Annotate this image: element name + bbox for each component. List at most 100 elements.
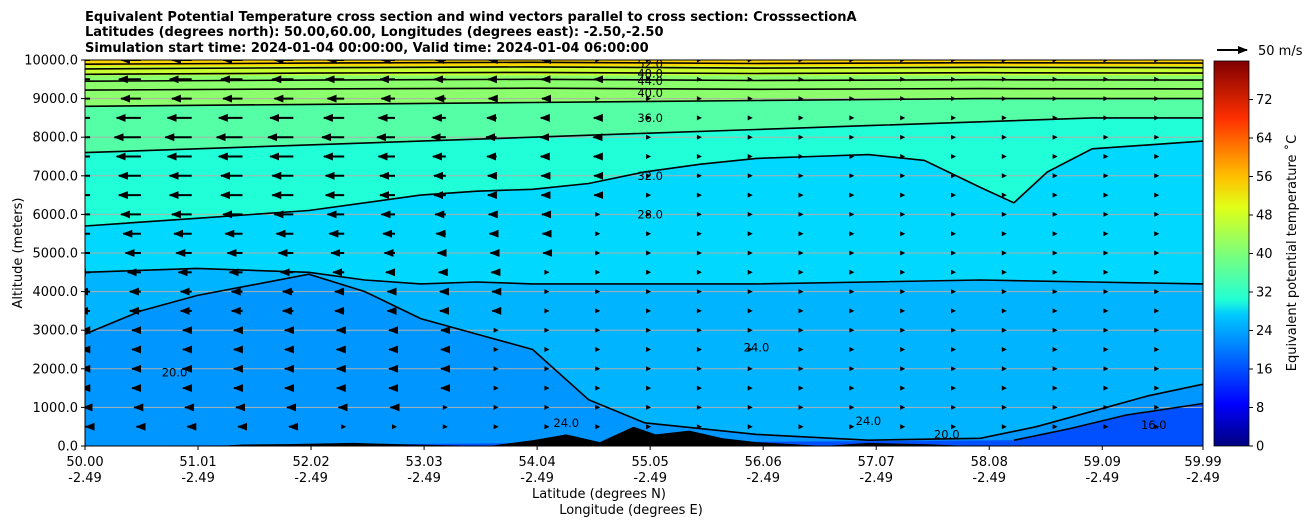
- wind-vector-414: [1001, 404, 1007, 410]
- terrain: [85, 426, 1203, 446]
- wind-vector-173: [1052, 192, 1058, 198]
- band-below-20: [85, 274, 1203, 446]
- contour-label-2: 36.0: [637, 111, 663, 125]
- wind-vector-391: [950, 385, 956, 391]
- wind-vector-12: [696, 60, 702, 63]
- wind-vector-435: [950, 424, 956, 430]
- wind-vector-251: [544, 269, 550, 275]
- wind-vector-144: [696, 173, 702, 179]
- wind-vector-122: [696, 154, 702, 159]
- wind-vector-58: [798, 96, 804, 102]
- contour-upper-4: [85, 61, 1203, 65]
- wind-vector-338: [493, 347, 499, 352]
- wind-vector-40: [1001, 76, 1007, 82]
- wind-vector-367: [849, 366, 855, 372]
- wind-vector-323: [849, 327, 855, 333]
- wind-vector-415: [1052, 404, 1058, 410]
- terrain-profile: [85, 426, 1203, 446]
- wind-vector-364: [696, 366, 702, 372]
- wind-vector-166: [696, 192, 702, 198]
- wind-vector-124: [798, 154, 804, 159]
- wind-vector-316: [493, 327, 499, 333]
- contour-24: [85, 267, 1203, 285]
- y-tick-label-7: 7000.0: [33, 169, 79, 184]
- x-tick-lat-8: 58.08: [971, 455, 1008, 470]
- x-tick-lat-9: 59.09: [1084, 455, 1121, 470]
- wind-vector-320: [696, 327, 702, 333]
- wind-vector-347: [950, 347, 956, 352]
- wind-vector-328: [1103, 327, 1109, 333]
- wind-vector-257: [849, 269, 855, 275]
- wind-vector-262: [1103, 269, 1109, 275]
- wind-vector-424: [391, 424, 397, 430]
- wind-vector-87: [1154, 115, 1160, 121]
- wind-vector-395: [1154, 385, 1160, 391]
- wind-vector-190: [798, 211, 804, 217]
- wind-vector-263: [1154, 269, 1160, 275]
- wind-vector-295: [544, 308, 550, 314]
- x-tick-lon-6: -2.49: [746, 471, 780, 486]
- wind-vector-77: [646, 115, 652, 121]
- wind-vector-82: [900, 115, 906, 121]
- wind-vector-325: [950, 327, 956, 333]
- wind-vector-230: [595, 250, 601, 256]
- wind-vector-193: [950, 211, 956, 217]
- y-tick-label-4: 4000.0: [33, 285, 79, 300]
- wind-vector-15: [849, 60, 855, 63]
- wind-vector-106: [1001, 134, 1007, 140]
- wind-vector-256: [798, 269, 804, 275]
- wind-vector-371: [1052, 366, 1058, 372]
- colorbar-tick-label-7: 56: [1256, 170, 1273, 185]
- wind-vector-129: [1052, 154, 1058, 159]
- wind-vector-151: [1052, 173, 1058, 179]
- wind-vector-128: [1001, 154, 1007, 159]
- wind-vector-384: [595, 385, 601, 391]
- wind-vector-260: [1001, 269, 1007, 275]
- wind-vector-389: [849, 385, 855, 391]
- wind-vector-169: [849, 192, 855, 198]
- wind-vector-13: [747, 60, 753, 63]
- wind-vector-373: [1154, 366, 1160, 372]
- wind-vector-100: [696, 134, 702, 140]
- wind-vector-170: [900, 192, 906, 198]
- wind-vector-234: [798, 250, 804, 256]
- wind-vector-241: [1154, 250, 1160, 256]
- wind-vector-130: [1103, 154, 1109, 159]
- wind-vector-277: [747, 289, 753, 295]
- wind-vector-37: [849, 76, 855, 82]
- wind-vector-350: [1103, 347, 1109, 352]
- wind-vector-85: [1052, 115, 1058, 121]
- wind-vector-214: [900, 231, 906, 237]
- y-tick-label-1: 1000.0: [33, 401, 79, 416]
- wind-vector-57: [747, 96, 753, 102]
- contour-label-12: 20.0: [934, 427, 960, 441]
- wind-vector-131: [1154, 154, 1160, 159]
- wind-vector-438: [1103, 424, 1109, 430]
- y-tick-label-2: 2000.0: [33, 362, 79, 377]
- wind-vector-80: [798, 115, 804, 121]
- wind-vector-275: [646, 289, 652, 295]
- band-below-16: [85, 403, 1203, 446]
- x-tick-lat-6: 56.06: [745, 455, 782, 470]
- x-tick-lon-8: -2.49: [972, 471, 1006, 486]
- contour-label-5: 48.0: [637, 67, 663, 81]
- wind-vector-427: [544, 424, 550, 430]
- wind-vector-146: [798, 173, 804, 179]
- wind-vector-84: [1001, 115, 1007, 121]
- x-tick-lat-5: 55.05: [632, 455, 669, 470]
- wind-vector-126: [900, 154, 906, 159]
- wind-vector-431: [747, 424, 753, 430]
- x-tick-lat-3: 53.03: [405, 455, 442, 470]
- wind-vector-65: [1154, 96, 1160, 102]
- x-tick-lon-9: -2.49: [1085, 471, 1119, 486]
- wind-vector-428: [595, 424, 601, 430]
- y-tick-label-10: 10000.0: [24, 54, 78, 69]
- contour-label-9: 20.0: [162, 366, 188, 380]
- wind-vector-208: [595, 231, 601, 237]
- wind-vector-153: [1154, 173, 1160, 179]
- contour-label-3: 40.0: [637, 86, 663, 100]
- wind-vector-409: [747, 404, 753, 410]
- wind-vector-307: [1154, 308, 1160, 314]
- wind-vector-317: [544, 327, 550, 333]
- wind-vector-254: [696, 269, 702, 275]
